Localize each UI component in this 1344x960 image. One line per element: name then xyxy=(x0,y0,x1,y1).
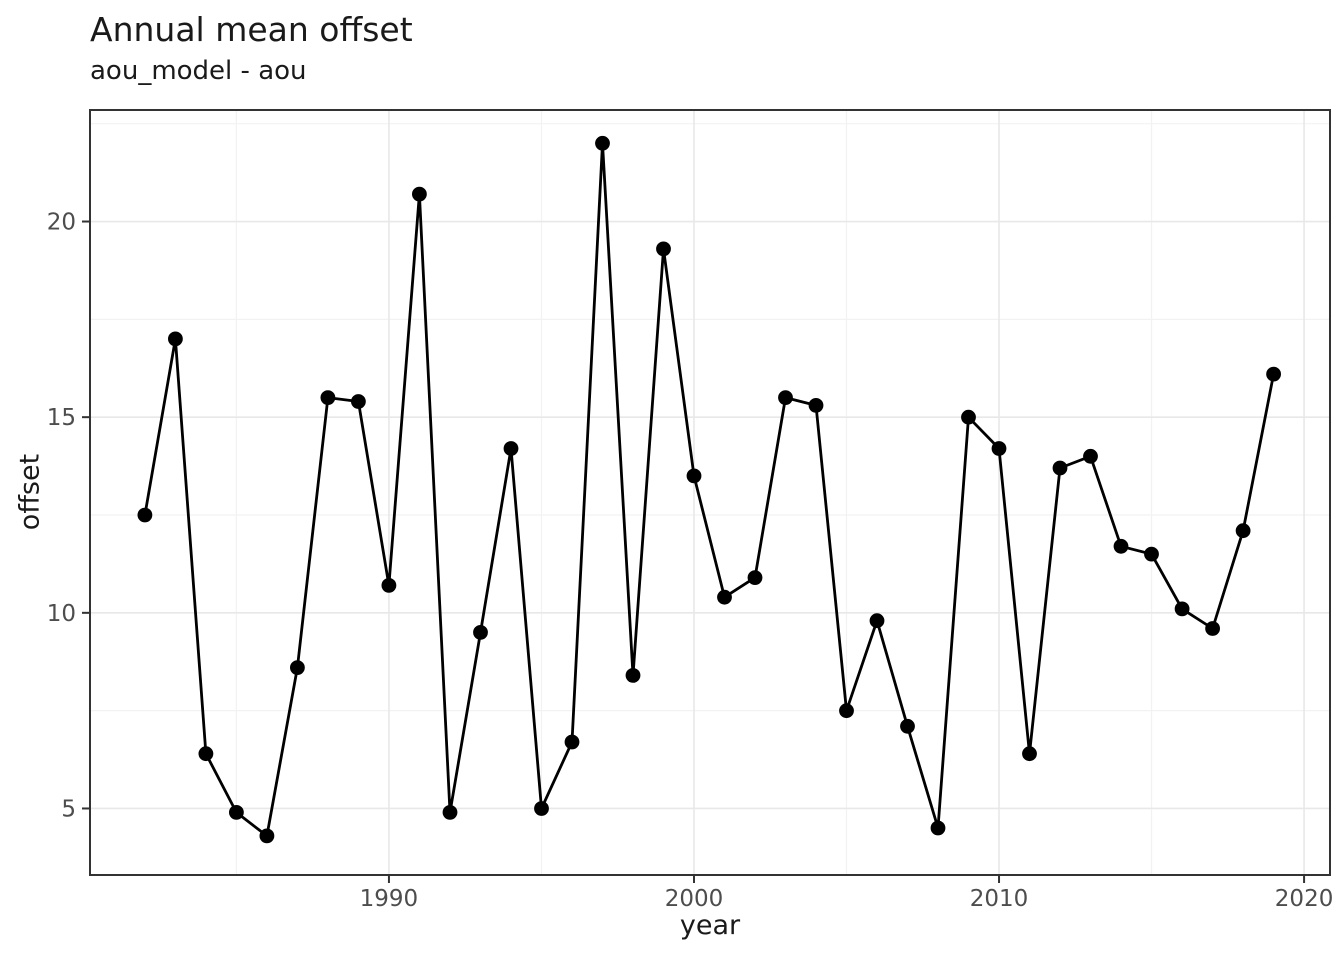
data-point xyxy=(991,441,1007,456)
data-point xyxy=(473,625,488,640)
data-point xyxy=(229,805,244,820)
data-point xyxy=(534,801,549,816)
y-tick-label: 10 xyxy=(47,601,76,627)
data-point xyxy=(900,718,915,734)
panel-border xyxy=(89,109,1331,876)
data-point xyxy=(1113,538,1129,554)
data-point xyxy=(717,589,732,605)
data-point xyxy=(320,390,336,405)
data-point xyxy=(1022,746,1037,762)
data-point xyxy=(442,805,458,820)
chart-title: Annual mean offset xyxy=(90,10,413,49)
chart-subtitle: aou_model - aou xyxy=(90,56,307,86)
data-point xyxy=(778,390,793,405)
data-point xyxy=(381,578,397,593)
data-point xyxy=(961,409,976,425)
data-point xyxy=(503,441,519,456)
y-tick-label: 20 xyxy=(47,210,76,236)
data-point xyxy=(656,241,671,257)
data-point xyxy=(839,703,854,719)
data-point xyxy=(747,570,763,585)
data-point xyxy=(1083,448,1098,464)
data-point xyxy=(198,746,214,762)
panel-background xyxy=(90,110,1330,875)
data-point xyxy=(686,468,702,484)
x-tick-label: 2000 xyxy=(665,886,724,912)
data-point xyxy=(1266,366,1281,382)
data-point xyxy=(1174,601,1190,617)
data-point xyxy=(869,613,885,629)
data-point xyxy=(595,135,610,151)
data-point xyxy=(351,394,366,409)
data-point xyxy=(412,186,427,202)
data-point xyxy=(1205,621,1220,636)
data-point xyxy=(1144,546,1159,562)
data-point xyxy=(168,331,183,347)
x-tick-label: 1990 xyxy=(360,886,419,912)
data-point xyxy=(808,398,824,413)
x-tick-label: 2010 xyxy=(970,886,1029,912)
data-point xyxy=(564,734,580,750)
data-point xyxy=(290,660,305,675)
y-tick-label: 15 xyxy=(47,405,76,431)
data-point xyxy=(930,820,946,836)
data-point xyxy=(1052,460,1068,476)
data-point xyxy=(259,828,275,844)
y-axis-title: offset xyxy=(14,453,46,531)
data-point xyxy=(1235,523,1251,539)
data-point xyxy=(625,668,641,683)
x-axis-title: year xyxy=(679,910,741,941)
x-tick-label: 2020 xyxy=(1275,886,1334,912)
data-point xyxy=(137,507,153,523)
y-tick-label: 5 xyxy=(61,796,76,822)
